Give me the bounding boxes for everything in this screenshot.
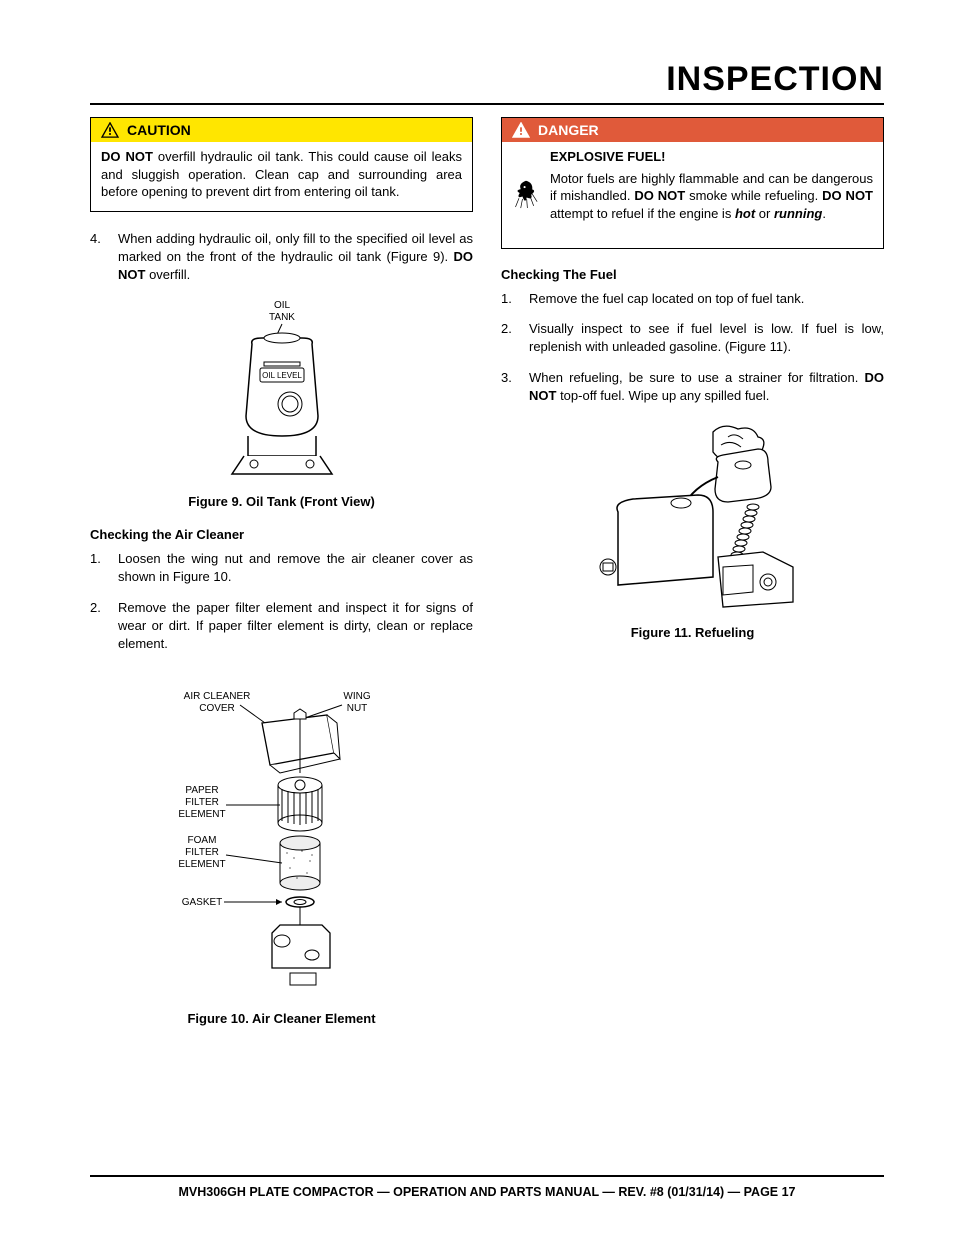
fuel-step-1-text: Remove the fuel cap located on top of fu… (529, 290, 804, 308)
fuel-step-3: When refueling, be sure to use a straine… (501, 369, 884, 405)
page-title: INSPECTION (90, 60, 884, 99)
danger-i1: hot (735, 206, 755, 221)
explosion-icon (512, 148, 540, 238)
alert-triangle-icon (101, 122, 119, 138)
danger-text: EXPLOSIVE FUEL! Motor fuels are highly f… (550, 148, 873, 238)
f10-paper3: ELEMENT (178, 809, 225, 820)
footer-rule (90, 1175, 884, 1177)
fuel-heading: Checking The Fuel (501, 267, 884, 282)
fig9-oil-label: OIL (273, 300, 290, 311)
figure-9: OIL TANK OIL LEVEL Figure (90, 296, 473, 509)
right-column: DANGER EXPLOSIVE FUEL! Motor fuels are h… (501, 117, 884, 1044)
air-step-2-text: Remove the paper filter element and insp… (118, 599, 473, 654)
fuel-step-2-text: Visually inspect to see if fuel level is… (529, 320, 884, 356)
f10-wing2: NUT (346, 703, 367, 714)
f10-paper2: FILTER (185, 797, 219, 808)
caution-callout: CAUTION DO NOT overfill hydraulic oil ta… (90, 117, 473, 212)
danger-content: EXPLOSIVE FUEL! Motor fuels are highly f… (512, 148, 873, 238)
fig9-caption: Figure 9. Oil Tank (Front View) (90, 494, 473, 509)
fuel-step-3-post: top-off fuel. Wipe up any spilled fuel. (556, 388, 769, 403)
fuel-steps: Remove the fuel cap located on top of fu… (501, 290, 884, 405)
fig10-caption: Figure 10. Air Cleaner Element (90, 1011, 473, 1026)
danger-bold1: DO NOT (634, 188, 685, 203)
step4-text: When adding hydraulic oil, only fill to … (118, 231, 473, 264)
fuel-step-1: Remove the fuel cap located on top of fu… (501, 290, 884, 308)
caution-donot: DO NOT (101, 149, 153, 164)
fig9-tank-label: TANK (269, 312, 295, 323)
f10-cover2: COVER (199, 703, 235, 714)
f10-foam1: FOAM (187, 835, 216, 846)
f10-foam3: ELEMENT (178, 859, 225, 870)
danger-bold2: DO NOT (822, 188, 873, 203)
two-column-layout: CAUTION DO NOT overfill hydraulic oil ta… (90, 117, 884, 1044)
caution-body: DO NOT overfill hydraulic oil tank. This… (101, 148, 462, 201)
alert-triangle-icon (512, 122, 530, 138)
air-cleaner-heading: Checking the Air Cleaner (90, 527, 473, 542)
step4-tail: overfill. (145, 267, 190, 282)
figure-10: AIR CLEANER COVER WING NUT PAPER FILTER … (90, 683, 473, 1026)
danger-label: DANGER (538, 122, 599, 138)
fig9-level-label: OIL LEVEL (262, 371, 302, 380)
f10-cover1: AIR CLEANER (183, 691, 250, 702)
danger-callout: DANGER EXPLOSIVE FUEL! Motor fuels are h… (501, 117, 884, 249)
page-footer: MVH306GH PLATE COMPACTOR — OPERATION AND… (90, 1175, 884, 1199)
air-cleaner-steps: Loosen the wing nut and remove the air c… (90, 550, 473, 653)
caution-text: overfill hydraulic oil tank. This could … (101, 149, 462, 199)
danger-b3: attempt to refuel if the engine is (550, 206, 735, 221)
air-step-2: Remove the paper filter element and insp… (90, 599, 473, 654)
title-rule (90, 103, 884, 105)
danger-i2: running (774, 206, 822, 221)
oil-tank-diagram: OIL TANK OIL LEVEL (202, 296, 362, 486)
caution-header: CAUTION (91, 118, 472, 142)
danger-b4: or (755, 206, 774, 221)
air-step-1: Loosen the wing nut and remove the air c… (90, 550, 473, 586)
f10-paper1: PAPER (185, 785, 218, 796)
danger-b5: . (822, 206, 826, 221)
fuel-step-3-pre: When refueling, be sure to use a straine… (529, 370, 865, 385)
footer-text: MVH306GH PLATE COMPACTOR — OPERATION AND… (90, 1185, 884, 1199)
f10-gasket: GASKET (181, 897, 222, 908)
caution-label: CAUTION (127, 122, 191, 138)
refueling-diagram (563, 417, 823, 617)
danger-header: DANGER (502, 118, 883, 142)
fuel-step-2: Visually inspect to see if fuel level is… (501, 320, 884, 356)
f10-foam2: FILTER (185, 847, 219, 858)
f10-wing1: WING (343, 691, 370, 702)
hydraulic-steps: When adding hydraulic oil, only fill to … (90, 230, 473, 285)
air-cleaner-diagram: AIR CLEANER COVER WING NUT PAPER FILTER … (162, 683, 402, 1003)
figure-11: Figure 11. Refueling (501, 417, 884, 640)
left-column: CAUTION DO NOT overfill hydraulic oil ta… (90, 117, 473, 1044)
step-4: When adding hydraulic oil, only fill to … (90, 230, 473, 285)
air-step-1-text: Loosen the wing nut and remove the air c… (118, 550, 473, 586)
fig11-caption: Figure 11. Refueling (501, 625, 884, 640)
danger-b2: smoke while refueling. (685, 188, 822, 203)
danger-title: EXPLOSIVE FUEL! (550, 148, 873, 166)
